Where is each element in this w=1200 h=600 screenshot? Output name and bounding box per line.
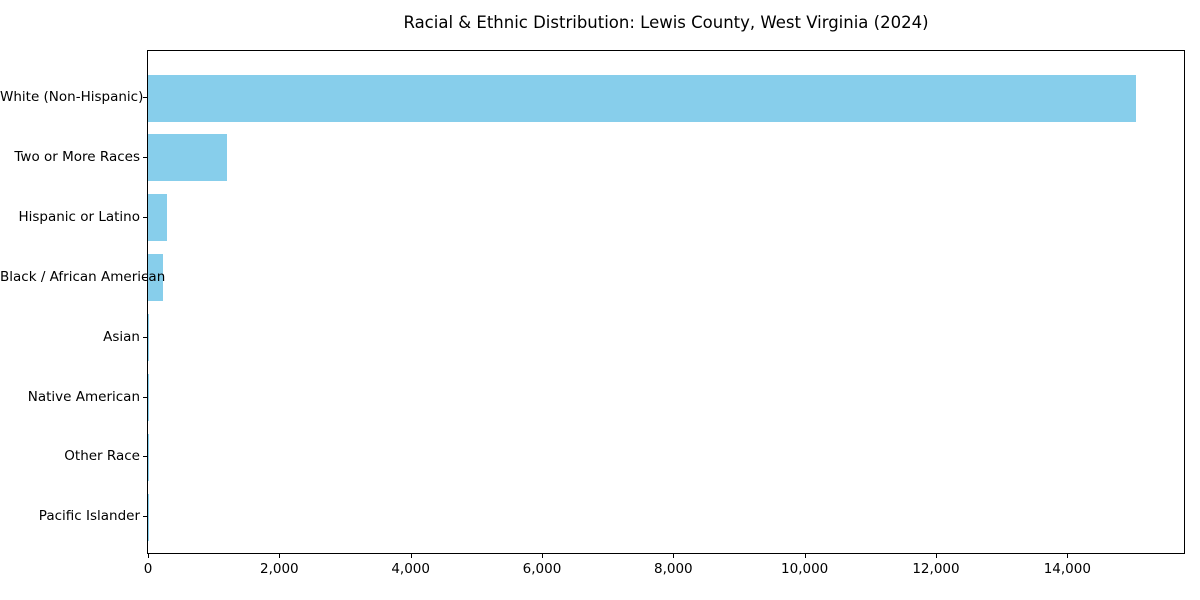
x-tick [935, 554, 937, 558]
x-tick-label: 8,000 [653, 561, 693, 577]
y-tick [143, 516, 147, 518]
bar-white-non-hispanic [148, 74, 1136, 122]
bar-black-african-american [148, 254, 163, 302]
y-tick-label: White (Non-Hispanic) [0, 89, 144, 105]
y-tick-label: Asian [103, 328, 140, 345]
y-tick [143, 97, 147, 98]
bar-other-race [148, 433, 149, 481]
y-tick-label: Native American [27, 388, 140, 405]
x-tick [148, 554, 149, 558]
x-tick-label: 10,000 [781, 561, 829, 577]
y-tick-label: Hispanic or Latino [18, 208, 140, 225]
bar-two-or-more-races [148, 134, 228, 182]
y-tick [143, 336, 147, 338]
y-tick-label: Black / African American [0, 268, 166, 285]
chart-title: Racial & Ethnic Distribution: Lewis Coun… [403, 13, 929, 32]
y-tick [143, 396, 147, 398]
x-tick-label: 14,000 [1043, 561, 1091, 577]
x-tick [410, 554, 412, 558]
bar-native-american [148, 374, 149, 421]
y-tick [143, 156, 147, 158]
x-tick [1067, 554, 1069, 558]
y-tick [143, 276, 147, 278]
bar-asian [148, 314, 150, 362]
x-tick-label: 6,000 [522, 561, 562, 577]
y-tick-label: Pacific Islander [38, 508, 140, 525]
x-tick [541, 554, 543, 558]
y-tick [143, 456, 147, 458]
x-tick [673, 554, 675, 558]
x-tick-label: 4,000 [391, 561, 430, 577]
x-tick-label: 12,000 [912, 561, 960, 577]
x-tick [804, 554, 806, 558]
plot-area [147, 50, 1185, 554]
y-tick-label: Other Race [64, 448, 140, 465]
bar-hispanic-or-latino [148, 194, 168, 242]
y-tick [143, 216, 147, 218]
x-tick-label: 0 [143, 561, 153, 577]
x-tick-label: 2,000 [260, 561, 299, 577]
x-tick [279, 554, 281, 558]
y-tick-label: Two or More Races [14, 148, 140, 165]
